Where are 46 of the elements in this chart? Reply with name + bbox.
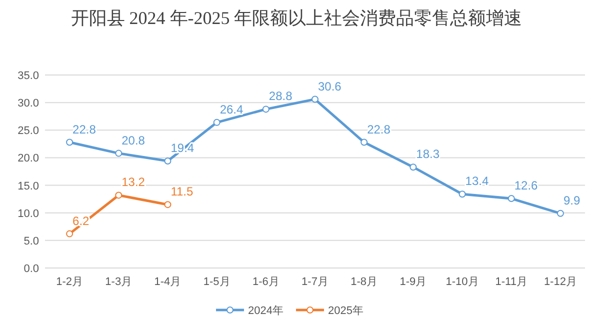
x-tick-label: 1-2月 bbox=[56, 276, 83, 288]
data-label: 22.8 bbox=[367, 122, 391, 136]
point bbox=[360, 138, 368, 146]
point bbox=[262, 106, 270, 113]
point bbox=[115, 150, 122, 157]
x-tick-label: 1-6月 bbox=[252, 276, 280, 288]
data-label: 12.6 bbox=[514, 178, 538, 193]
y-tick-label: 25.0 bbox=[18, 125, 39, 138]
data-label: 28.8 bbox=[268, 89, 293, 104]
x-tick-label: 1-10月 bbox=[446, 276, 479, 288]
point bbox=[115, 192, 122, 199]
x-tick-label: 1-9月 bbox=[400, 276, 427, 288]
data-label: 22.8 bbox=[72, 122, 96, 136]
x-tick-label: 1-8月 bbox=[350, 276, 378, 288]
point bbox=[66, 230, 74, 238]
data-label: 30.6 bbox=[318, 79, 342, 94]
x-tick-label: 1-5月 bbox=[203, 276, 230, 288]
x-tick-label: 1-3月 bbox=[105, 276, 132, 288]
point bbox=[508, 195, 515, 202]
point bbox=[164, 158, 172, 165]
x-tick-label: 1-12月 bbox=[544, 276, 577, 288]
point bbox=[213, 118, 220, 126]
y-tick-label: 20.0 bbox=[18, 152, 39, 165]
y-tick-label: 5.0 bbox=[24, 235, 39, 248]
legend-label: 2025年 bbox=[328, 305, 364, 317]
point bbox=[410, 164, 417, 171]
chart-title: 开阳县 2024 年-2025 年限额以上社会消费品零售总额增速 bbox=[70, 7, 524, 30]
point bbox=[164, 201, 172, 208]
data-label: 13.4 bbox=[465, 174, 489, 188]
y-tick-label: 10.0 bbox=[18, 208, 39, 220]
y-tick-label: 15.0 bbox=[18, 180, 39, 192]
data-label: 26.4 bbox=[220, 102, 244, 116]
point bbox=[66, 138, 74, 146]
x-tick-label: 1-7月 bbox=[302, 276, 328, 288]
point bbox=[312, 96, 318, 103]
x-tick-label: 1-11月 bbox=[495, 276, 528, 288]
data-label: 9.9 bbox=[563, 193, 580, 208]
y-tick-label: 35.0 bbox=[18, 70, 39, 82]
legend-label: 2024年 bbox=[248, 305, 284, 317]
data-label: 20.8 bbox=[122, 133, 146, 148]
y-tick-label: 0.0 bbox=[24, 263, 39, 275]
y-tick-label: 30.0 bbox=[18, 98, 39, 110]
point bbox=[458, 190, 466, 198]
point bbox=[556, 210, 564, 217]
data-label: 18.3 bbox=[416, 147, 440, 162]
x-tick-label: 1-4月 bbox=[154, 276, 182, 288]
